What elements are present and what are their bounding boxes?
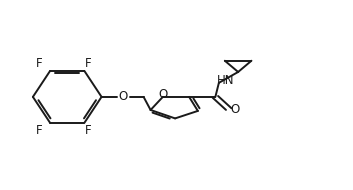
- Text: O: O: [119, 90, 128, 103]
- Text: F: F: [36, 124, 43, 137]
- Text: F: F: [85, 124, 92, 137]
- Text: O: O: [231, 103, 240, 116]
- Text: F: F: [85, 57, 92, 70]
- Text: F: F: [36, 57, 43, 70]
- Text: O: O: [158, 89, 167, 101]
- Text: HN: HN: [217, 74, 235, 86]
